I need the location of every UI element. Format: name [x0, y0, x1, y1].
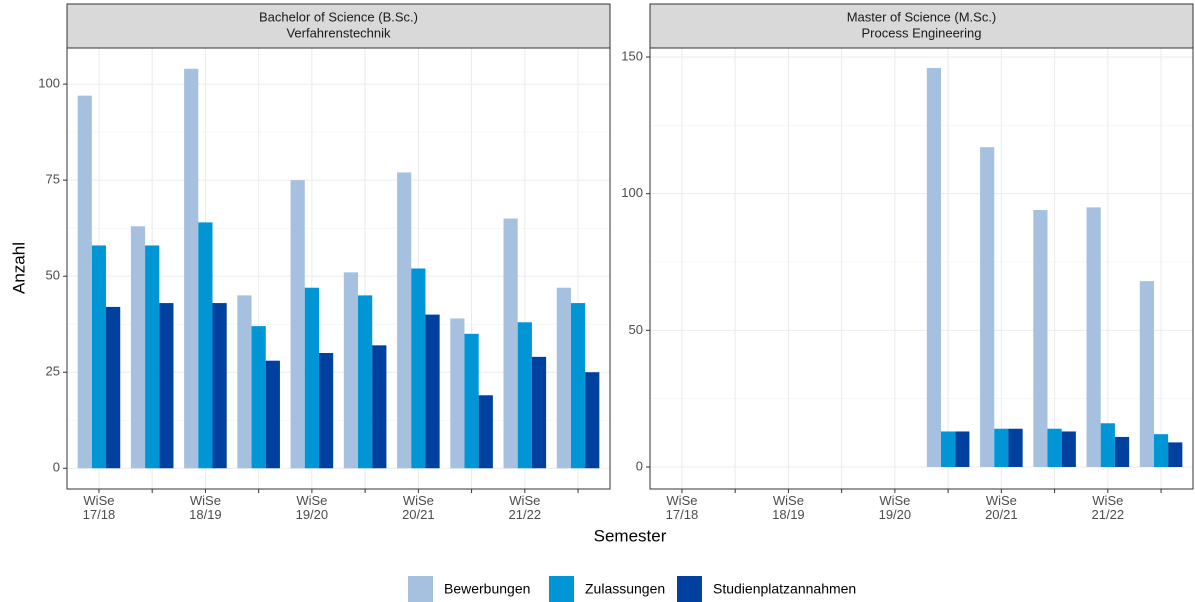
facet-subtitle: Process Engineering: [862, 25, 982, 40]
bar: [397, 172, 412, 469]
bar: [159, 303, 174, 469]
legend-label: Bewerbungen: [444, 581, 530, 597]
bar: [450, 318, 465, 469]
legend-swatch: [549, 576, 574, 602]
strip: [649, 3, 1194, 49]
y-tick-label: 0: [53, 460, 60, 475]
y-axis-title: Anzahl: [9, 242, 28, 294]
bar: [994, 428, 1009, 467]
legend-label: Zulassungen: [585, 581, 665, 597]
x-tick-label: WiSe 20/21: [985, 493, 1018, 522]
bar: [570, 303, 586, 469]
facet-title: Master of Science (M.Sc.): [847, 9, 997, 24]
bar: [1153, 434, 1169, 467]
bar: [91, 245, 107, 469]
x-tick-label: WiSe 20/21: [402, 493, 435, 522]
bar: [212, 303, 227, 469]
bar: [464, 333, 479, 469]
strip: [66, 3, 611, 49]
x-tick-label: WiSe 19/20: [295, 493, 329, 522]
bar: [237, 295, 252, 469]
bar: [130, 226, 146, 469]
bar: [198, 222, 213, 469]
y-tick-label: 100: [621, 185, 643, 200]
bar: [411, 268, 426, 469]
bar: [1086, 207, 1101, 467]
bar: [503, 218, 518, 469]
y-tick-label: 150: [621, 48, 643, 63]
bar: [304, 287, 319, 469]
bar: [184, 68, 199, 469]
bar: [556, 287, 571, 469]
panel-border: [66, 47, 611, 490]
x-tick-label: WiSe 21/22: [1091, 493, 1125, 522]
bar: [358, 295, 373, 469]
bar: [517, 322, 532, 469]
x-tick-label: WiSe 17/18: [665, 493, 699, 522]
y-tick-label: 0: [636, 458, 643, 473]
bar: [941, 431, 956, 467]
x-tick-label: WiSe 18/19: [772, 493, 805, 522]
bar: [531, 356, 547, 469]
bar: [1100, 423, 1115, 467]
bar: [478, 395, 493, 469]
bar: [1114, 436, 1130, 467]
legend-swatch: [408, 576, 433, 602]
bar: [585, 372, 600, 469]
x-tick-label: WiSe 21/22: [508, 493, 542, 522]
legend-label: Studienplatzannahmen: [713, 581, 856, 597]
x-tick-label: WiSe 17/18: [82, 493, 116, 522]
bar: [318, 353, 334, 469]
bar: [1047, 428, 1062, 467]
bar: [372, 345, 387, 469]
bar: [1139, 281, 1154, 467]
bar: [1168, 442, 1183, 467]
y-tick-label: 50: [46, 268, 60, 283]
facet-subtitle: Verfahrenstechnik: [286, 25, 391, 40]
bar: [106, 306, 121, 469]
bar: [77, 95, 92, 469]
bar: [290, 180, 305, 469]
bar: [425, 314, 440, 469]
x-tick-label: WiSe 19/20: [878, 493, 912, 522]
bar: [1008, 428, 1023, 467]
y-tick-label: 25: [46, 364, 60, 379]
y-tick-label: 50: [629, 322, 643, 337]
bar: [980, 147, 995, 467]
bar: [1033, 210, 1048, 467]
x-tick-label: WiSe 18/19: [189, 493, 222, 522]
y-tick-label: 75: [46, 172, 60, 187]
bar: [955, 431, 970, 467]
x-axis-title: Semester: [594, 526, 667, 545]
panel: [650, 48, 1193, 489]
y-tick-label: 100: [38, 76, 60, 91]
bar: [265, 360, 280, 469]
bar: [1061, 431, 1076, 467]
bar: [251, 326, 266, 469]
facet-title: Bachelor of Science (B.Sc.): [259, 9, 418, 24]
panel-border: [649, 47, 1194, 490]
legend-swatch: [677, 576, 702, 602]
bar: [343, 272, 359, 469]
bar: [926, 67, 942, 467]
bar: [145, 245, 160, 469]
